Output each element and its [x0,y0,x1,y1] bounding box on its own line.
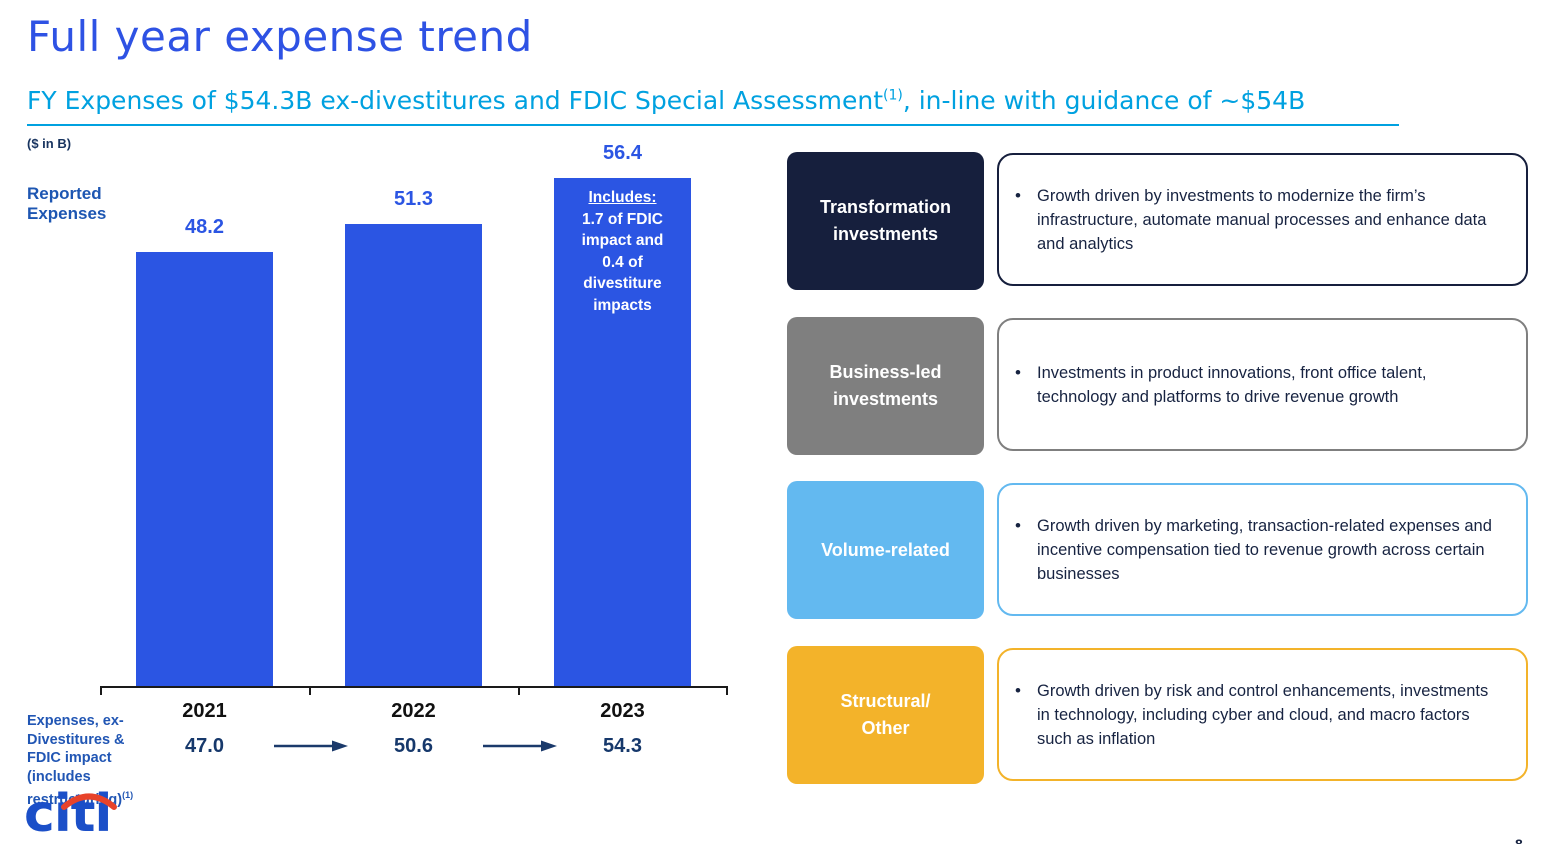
exdiv-value-2022: 50.6 [394,735,433,757]
right-arrow-icon [272,739,350,758]
exdiv-value-2023: 54.3 [603,735,642,757]
reported-expenses-label: Reported Expenses [27,184,107,223]
exdiv-footnote-marker: (1) [122,790,134,800]
subtitle: FY Expenses of $54.3B ex-divestitures an… [27,86,1399,126]
citi-logo: citi [24,786,144,844]
subtitle-footnote-marker: (1) [883,87,903,104]
description-box-transformation: • Growth driven by investments to modern… [997,153,1528,286]
description-box-structural-other: • Growth driven by risk and control enha… [997,648,1528,781]
bullet-icon: • [1015,362,1021,382]
bullet-icon: • [1015,515,1021,535]
exdiv-value-2021: 47.0 [185,735,224,757]
bar-2022 [345,224,482,686]
page-number: 8 [1515,836,1523,844]
x-tick-label-2021: 2021 [182,700,227,722]
x-axis [100,686,728,688]
axis-tick [100,687,102,695]
bar-annotation: Includes: 1.7 of FDIC impact and 0.4 of … [554,178,691,316]
x-tick-label-2023: 2023 [600,700,645,722]
exdiv-row-label-text: Expenses, ex- Divestitures & FDIC impact… [27,713,125,808]
bar-group-2021: 48.2 [136,215,273,686]
bar-2021 [136,252,273,686]
x-tick-label-2022: 2022 [391,700,436,722]
description-content: • Investments in product innovations, fr… [999,361,1523,409]
description-content: • Growth driven by investments to modern… [999,184,1523,256]
description-text: Investments in product innovations, fron… [1037,363,1427,406]
description-content: • Growth driven by marketing, transactio… [999,514,1523,586]
subtitle-text-cont: , in-line with guidance of ~$54B [902,86,1306,115]
bar-annotation-title: Includes: [588,189,657,207]
bullet-icon: • [1015,185,1021,205]
subtitle-text: FY Expenses of $54.3B ex-divestitures an… [27,86,883,115]
units-note: ($ in B) [27,136,72,151]
bar-value-label: 51.3 [394,188,433,211]
bar-value-label: 56.4 [603,142,642,165]
bar-chart: 48.2 51.3 56.4 Includes: 1.7 of FDIC imp… [100,140,727,686]
description-content: • Growth driven by risk and control enha… [999,679,1523,751]
bar-annotation-body: 1.7 of FDIC impact and 0.4 of divestitur… [581,210,664,314]
description-text: Growth driven by marketing, transaction-… [1037,516,1492,583]
right-arrow-icon [481,739,559,758]
bar-group-2022: 51.3 [345,187,482,686]
description-box-business-led: • Investments in product innovations, fr… [997,318,1528,451]
page-title: Full year expense trend [27,12,533,61]
bar-group-2023: 56.4 Includes: 1.7 of FDIC impact and 0.… [554,141,691,686]
category-box-volume-related: Volume-related [787,481,984,619]
axis-tick [518,687,520,695]
citi-logo-arc-icon [60,792,118,815]
axis-tick [309,687,311,695]
exdiv-row-label: Expenses, ex- Divestitures & FDIC impact… [27,712,133,809]
description-box-volume-related: • Growth driven by marketing, transactio… [997,483,1528,616]
axis-tick [726,687,728,695]
bar-value-label: 48.2 [185,216,224,239]
category-box-transformation-investments: Transformation investments [787,152,984,290]
description-text: Growth driven by investments to moderniz… [1037,186,1487,253]
bar-2023: Includes: 1.7 of FDIC impact and 0.4 of … [554,178,691,686]
category-box-business-led-investments: Business-led investments [787,317,984,455]
bullet-icon: • [1015,680,1021,700]
category-box-structural-other: Structural/ Other [787,646,984,784]
description-text: Growth driven by risk and control enhanc… [1037,681,1489,748]
